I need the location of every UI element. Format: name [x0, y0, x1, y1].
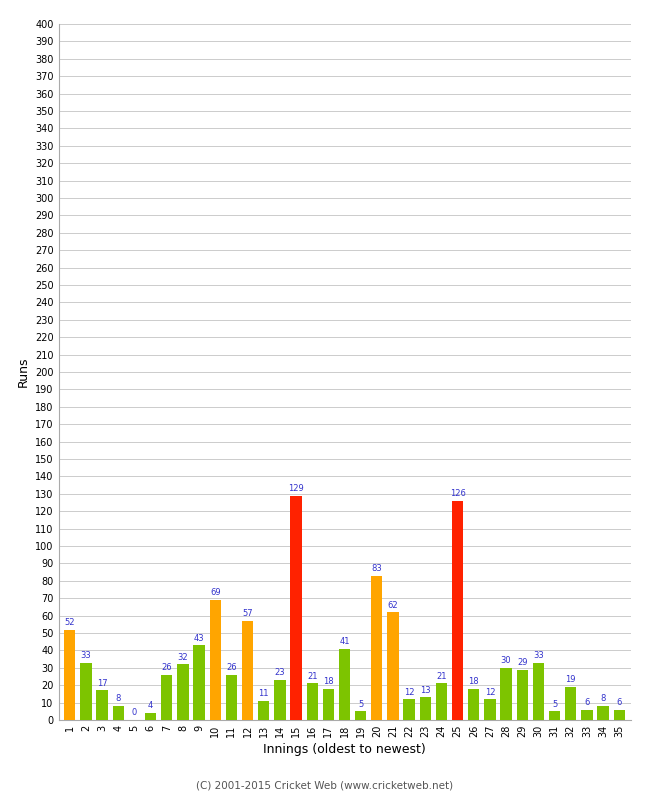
Bar [500, 668, 512, 720]
Text: 29: 29 [517, 658, 528, 667]
Text: 26: 26 [161, 663, 172, 672]
Y-axis label: Runs: Runs [16, 357, 29, 387]
Bar [96, 690, 108, 720]
Bar [420, 698, 431, 720]
Text: 21: 21 [307, 672, 317, 681]
Bar [597, 706, 608, 720]
Bar [452, 501, 463, 720]
Text: 129: 129 [288, 484, 304, 493]
Bar [517, 670, 528, 720]
Text: 126: 126 [450, 489, 465, 498]
Bar [355, 711, 367, 720]
Bar [322, 689, 334, 720]
Text: 83: 83 [371, 564, 382, 573]
Text: 5: 5 [552, 700, 557, 709]
Text: 69: 69 [210, 588, 220, 598]
Bar [242, 621, 254, 720]
Bar [371, 575, 382, 720]
Bar [112, 706, 124, 720]
Text: 4: 4 [148, 702, 153, 710]
Bar [387, 612, 398, 720]
Text: 6: 6 [616, 698, 622, 707]
Text: 33: 33 [81, 651, 92, 660]
Text: 43: 43 [194, 634, 204, 642]
Bar [177, 664, 188, 720]
Text: 52: 52 [64, 618, 75, 627]
Bar [209, 600, 221, 720]
Text: 12: 12 [404, 687, 415, 697]
Text: 12: 12 [485, 687, 495, 697]
Text: 41: 41 [339, 637, 350, 646]
Bar [614, 710, 625, 720]
Bar [81, 662, 92, 720]
Text: (C) 2001-2015 Cricket Web (www.cricketweb.net): (C) 2001-2015 Cricket Web (www.cricketwe… [196, 781, 454, 790]
Text: 6: 6 [584, 698, 590, 707]
Bar [64, 630, 75, 720]
Text: 17: 17 [97, 679, 107, 688]
Text: 33: 33 [533, 651, 544, 660]
Text: 30: 30 [500, 656, 512, 665]
Bar [194, 645, 205, 720]
Text: 62: 62 [387, 601, 398, 610]
Text: 32: 32 [177, 653, 188, 662]
Text: 18: 18 [323, 677, 333, 686]
Bar [226, 674, 237, 720]
Bar [307, 683, 318, 720]
Bar [404, 699, 415, 720]
Text: 26: 26 [226, 663, 237, 672]
Bar [145, 713, 156, 720]
Text: 8: 8 [601, 694, 606, 703]
Bar [274, 680, 285, 720]
Bar [484, 699, 495, 720]
Text: 57: 57 [242, 610, 253, 618]
Text: 18: 18 [469, 677, 479, 686]
Bar [161, 674, 172, 720]
Bar [549, 711, 560, 720]
X-axis label: Innings (oldest to newest): Innings (oldest to newest) [263, 743, 426, 756]
Text: 21: 21 [436, 672, 447, 681]
Bar [565, 687, 577, 720]
Bar [436, 683, 447, 720]
Bar [581, 710, 593, 720]
Text: 13: 13 [420, 686, 430, 694]
Text: 5: 5 [358, 700, 363, 709]
Text: 11: 11 [259, 690, 269, 698]
Bar [533, 662, 544, 720]
Bar [258, 701, 269, 720]
Bar [291, 495, 302, 720]
Text: 23: 23 [274, 668, 285, 678]
Text: 0: 0 [132, 708, 137, 718]
Bar [339, 649, 350, 720]
Bar [468, 689, 480, 720]
Text: 8: 8 [116, 694, 121, 703]
Text: 19: 19 [566, 675, 576, 684]
